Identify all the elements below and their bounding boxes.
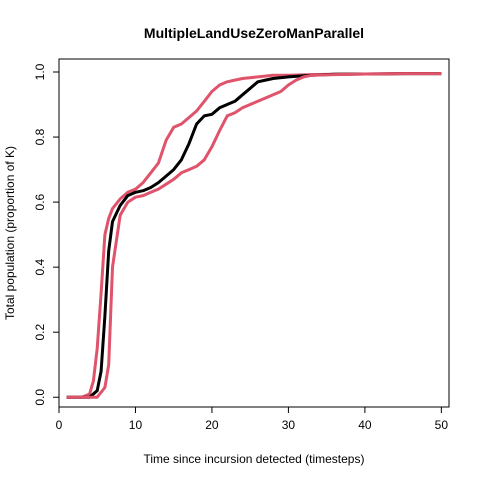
x-axis-label: Time since incursion detected (timesteps… bbox=[144, 452, 365, 466]
series-layer bbox=[66, 72, 442, 399]
y-tick-label: 0.0 bbox=[33, 389, 47, 406]
series-line-mean bbox=[66, 72, 442, 399]
y-tick-label: 0.2 bbox=[33, 324, 47, 341]
x-tick-label: 50 bbox=[435, 418, 449, 432]
series-line-upper bbox=[66, 72, 442, 399]
x-axis: 0 10 20 30 40 50 bbox=[56, 406, 449, 432]
x-tick-label: 10 bbox=[129, 418, 143, 432]
y-tick-label: 1.0 bbox=[33, 63, 47, 80]
y-tick-label: 0.4 bbox=[33, 258, 47, 275]
y-axis: 0.0 0.2 0.4 0.6 0.8 1.0 bbox=[33, 63, 60, 406]
x-tick-label: 30 bbox=[282, 418, 296, 432]
y-tick-label: 0.6 bbox=[33, 193, 47, 210]
x-tick-label: 40 bbox=[358, 418, 372, 432]
y-axis-label: Total population (proportion of K) bbox=[3, 146, 17, 320]
x-tick-label: 0 bbox=[56, 418, 63, 432]
chart-title: MultipleLandUseZeroManParallel bbox=[144, 25, 364, 41]
series-line-lower bbox=[66, 72, 442, 399]
y-tick-label: 0.8 bbox=[33, 128, 47, 145]
x-tick-label: 20 bbox=[205, 418, 219, 432]
